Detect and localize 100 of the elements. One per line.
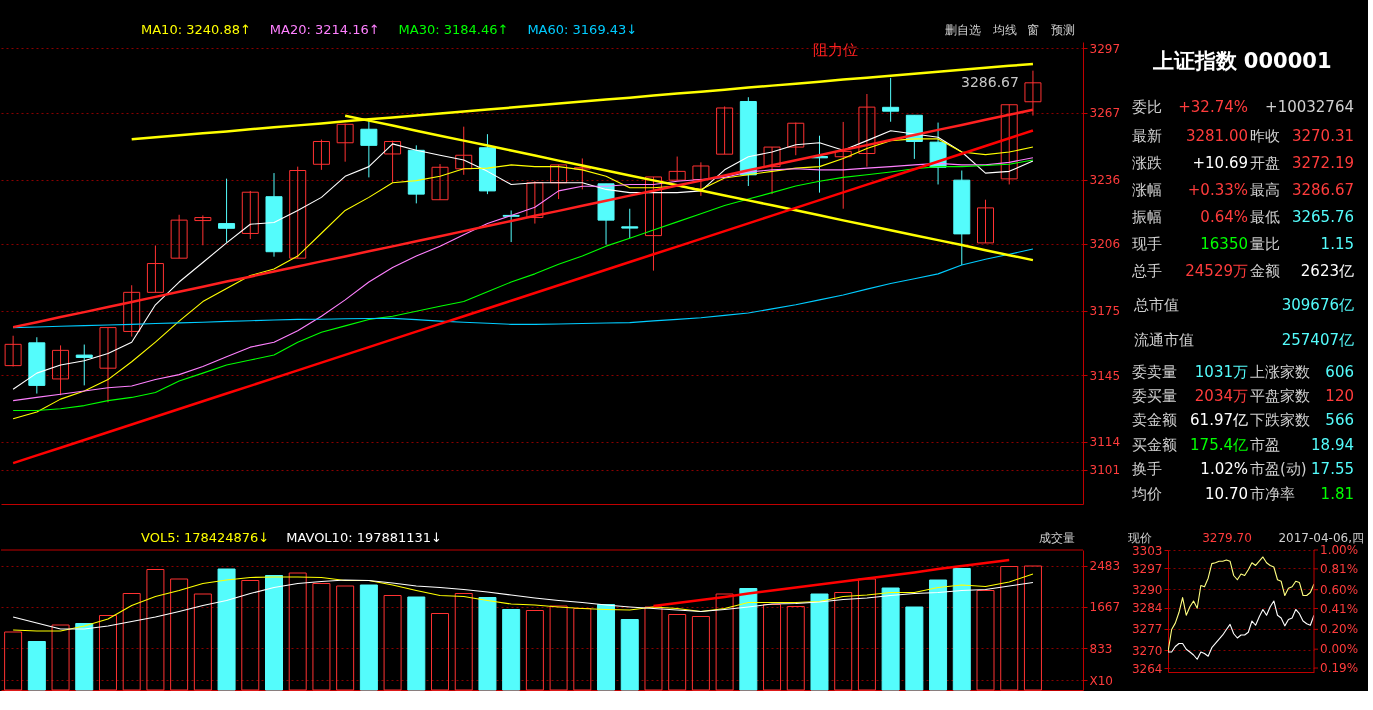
- text: +10032764: [1265, 98, 1354, 117]
- line-series: [1168, 600, 1314, 660]
- bar: [336, 585, 355, 691]
- text: 2623亿: [1300, 262, 1354, 281]
- y2-tick-label: 0.00%: [1320, 642, 1359, 657]
- text: MAVOL10: 197881131↓: [286, 530, 443, 545]
- text: 1031万: [1194, 362, 1248, 381]
- bar: [1023, 565, 1042, 691]
- text: 委比: [1132, 98, 1162, 117]
- y2-tick-label: 1.00%: [1320, 543, 1359, 557]
- y2-tick-label: 0.19%: [1320, 661, 1359, 676]
- text: 卖金额: [1132, 411, 1177, 430]
- y-tick-label: 3236: [1089, 173, 1121, 188]
- text: 删自选: [945, 23, 981, 37]
- y-tick-label: 1667: [1089, 600, 1121, 615]
- text: 最新: [1132, 127, 1162, 146]
- candlestick: [336, 123, 354, 163]
- bar: [478, 597, 497, 691]
- text: 24529万: [1185, 262, 1248, 281]
- line-series: [11, 108, 1035, 329]
- text: MA60: 3169.43↓: [527, 22, 638, 37]
- bar: [217, 568, 236, 691]
- bar: [4, 631, 23, 691]
- y-tick-label: 3145: [1089, 368, 1121, 383]
- bar: [905, 606, 924, 691]
- text: 均价: [1131, 484, 1162, 503]
- y-tick-label: 3277: [1131, 622, 1163, 637]
- bar: [597, 604, 616, 691]
- bar: [122, 593, 141, 691]
- bar: [170, 578, 189, 691]
- y-tick-label: 3297: [1089, 41, 1121, 56]
- bar: [193, 593, 212, 691]
- text: 257407亿: [1281, 331, 1354, 350]
- text: 现价: [1128, 531, 1152, 545]
- text: 175.4亿: [1190, 435, 1248, 454]
- candlestick: [716, 105, 734, 155]
- bar: [549, 605, 568, 691]
- bar: [75, 623, 94, 691]
- bar: [881, 587, 900, 691]
- text: MA30: 3184.46↑: [398, 22, 509, 37]
- text: 3272.19: [1291, 154, 1354, 173]
- bar: [786, 606, 805, 691]
- bar: [739, 588, 758, 691]
- candlestick: [526, 180, 544, 225]
- text: 委买量: [1132, 386, 1177, 405]
- candlestick: [146, 244, 164, 293]
- y-tick-label: 3206: [1089, 237, 1121, 252]
- text: 现手: [1132, 235, 1162, 254]
- y-tick-label: 3284: [1131, 601, 1163, 616]
- text: 市盈: [1250, 435, 1280, 454]
- candlestick: [621, 208, 639, 239]
- text: 昨收: [1250, 127, 1280, 146]
- text: 606: [1325, 362, 1354, 381]
- text: MA20: 3214.16↑: [269, 22, 380, 37]
- bar: [715, 593, 734, 691]
- text: 买金额: [1132, 435, 1177, 454]
- text: 1.15: [1320, 235, 1354, 254]
- text: 最高: [1250, 181, 1280, 200]
- text: 涨跌: [1132, 154, 1162, 173]
- bar: [98, 615, 117, 691]
- text: 0.64%: [1200, 208, 1248, 227]
- candlestick: [858, 93, 876, 168]
- bar: [383, 595, 402, 691]
- bar: [502, 609, 521, 691]
- candlestick: [52, 344, 70, 396]
- bar: [810, 593, 829, 691]
- bar: [454, 593, 473, 691]
- candlestick: [977, 199, 994, 244]
- bar: [763, 604, 782, 691]
- bar: [431, 613, 450, 691]
- bar: [1000, 566, 1019, 691]
- y2-tick-label: 0.81%: [1320, 561, 1359, 576]
- candlestick: [455, 126, 473, 176]
- candlestick: [1024, 70, 1042, 117]
- text: 上证指数 000001: [1151, 49, 1332, 73]
- y-tick-label: 3114: [1089, 435, 1121, 450]
- bar: [525, 610, 544, 691]
- text: 309676亿: [1281, 296, 1354, 315]
- y2-tick-label: 0.60%: [1320, 582, 1359, 597]
- candlestick: [431, 163, 449, 201]
- bar: [146, 569, 165, 691]
- text: 566: [1325, 411, 1354, 430]
- candlestick: [550, 164, 568, 200]
- bar: [976, 590, 995, 691]
- text: 开盘: [1250, 154, 1280, 173]
- bar: [620, 619, 639, 691]
- candlestick: [763, 146, 781, 195]
- y-tick-label: 3264: [1131, 661, 1163, 676]
- text: 量比: [1250, 235, 1280, 254]
- bar: [27, 641, 46, 691]
- y2-tick-label: 0.41%: [1320, 601, 1359, 616]
- y-tick-label: 833: [1089, 641, 1113, 656]
- line-series: [1168, 556, 1314, 653]
- text: 3281.00: [1185, 127, 1248, 146]
- y-tick-label: 2483: [1089, 559, 1121, 574]
- bar: [265, 575, 283, 691]
- bar: [644, 606, 663, 691]
- candlestick: [99, 327, 117, 403]
- text: 换手: [1132, 460, 1162, 479]
- text: 委卖量: [1132, 362, 1177, 381]
